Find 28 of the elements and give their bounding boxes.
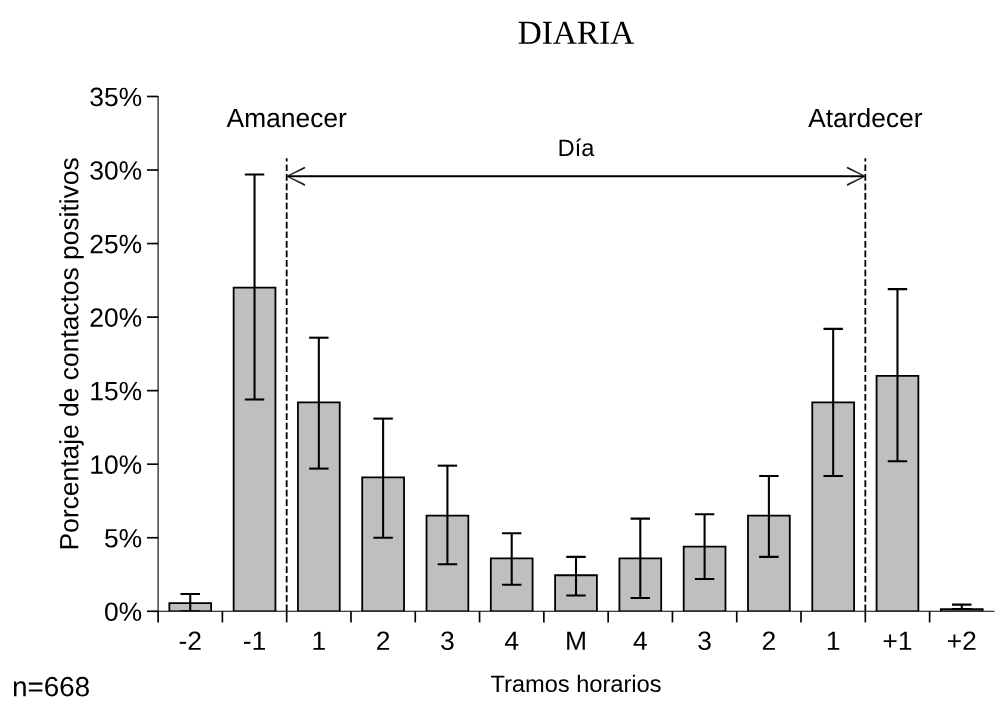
annotation: Amanecer [226, 108, 347, 128]
x-tick-label: 1 [313, 631, 325, 650]
x-tick-label: 2 [377, 631, 390, 650]
annotation: Día [559, 138, 595, 157]
y-tick-label: 25% [90, 234, 142, 254]
x-tick-label: 1 [827, 631, 840, 650]
x-axis-title: Tramos horarios [491, 674, 661, 693]
x-tick-label: M [567, 631, 585, 650]
x-tick-label: 4 [504, 631, 519, 650]
x-tick-label: 2 [762, 631, 775, 650]
chart-title: DIARIA [518, 21, 635, 44]
x-tick-label: 3 [698, 631, 711, 651]
x-tick-label: 4 [633, 631, 647, 650]
x-tick-label: +1 [883, 631, 912, 650]
y-axis-title: Porcentaje de contactos positivos [59, 158, 84, 549]
y-tick-label: 20% [90, 308, 142, 327]
y-tick-label: 0% [105, 602, 142, 622]
annotation: Atardecer [808, 107, 923, 128]
x-tick-label: -1 [243, 631, 265, 650]
y-tick-label: 15% [91, 381, 142, 401]
y-tick-label: 5% [105, 528, 142, 548]
y-tick-label: 10% [91, 455, 142, 475]
text: n=668 [13, 676, 89, 697]
x-tick-label: -2 [179, 631, 201, 650]
y-tick-label: 30% [90, 161, 142, 180]
y-tick-label: 35% [90, 87, 142, 107]
x-tick-label: 3 [441, 631, 454, 651]
x-tick-label: +2 [948, 631, 976, 650]
